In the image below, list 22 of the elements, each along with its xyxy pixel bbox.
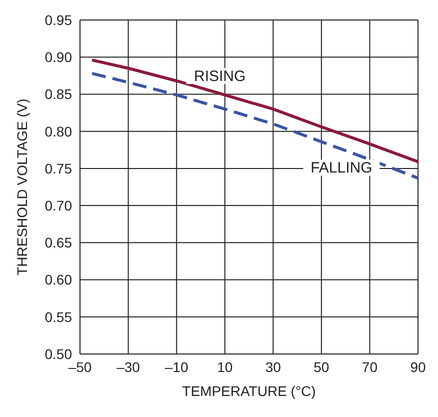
y-tick-label: 0.75 <box>44 160 72 176</box>
y-tick-label: 0.70 <box>44 198 72 214</box>
y-tick-label: 0.90 <box>44 49 72 66</box>
y-tick-label: 0.60 <box>44 272 72 288</box>
line-series <box>90 58 418 164</box>
series-label: RISING <box>194 68 246 85</box>
y-tick-label: 0.95 <box>44 12 72 28</box>
y-tick-label: 0.65 <box>44 234 72 251</box>
y-tick-label: 0.80 <box>44 123 72 140</box>
series-label: FALLING <box>310 160 372 177</box>
x-tick-label: –30 <box>116 358 140 375</box>
y-tick-label: 0.85 <box>44 86 72 102</box>
x-tick-label: 30 <box>265 358 282 375</box>
line-series <box>90 72 418 180</box>
x-tick-label: –10 <box>164 358 188 375</box>
x-tick-label: 70 <box>362 358 378 375</box>
x-axis-title: TEMPERATURE (°C) <box>182 383 316 399</box>
x-tick-label: 90 <box>410 358 426 375</box>
y-tick-label: 0.55 <box>44 308 72 325</box>
x-tick-label: 50 <box>314 358 330 375</box>
y-axis-title: THRESHOLD VOLTAGE (V) <box>14 98 30 276</box>
x-tick-label: 10 <box>217 358 233 375</box>
